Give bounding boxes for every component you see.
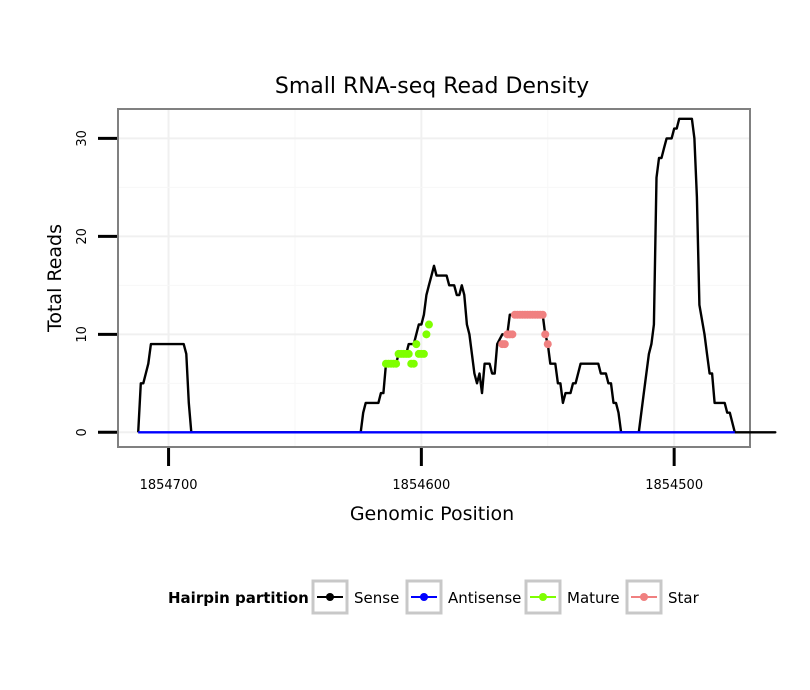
series-mature-point — [392, 359, 401, 368]
y-tick-label: 10 — [75, 326, 90, 343]
series-mature-point — [422, 330, 431, 339]
plot-panel-border — [117, 108, 751, 448]
x-tick-label: 1854500 — [645, 478, 703, 493]
legend-item-mature: Mature — [524, 579, 620, 615]
legend-item-star: Star — [625, 579, 700, 615]
series-star-point — [541, 330, 550, 339]
y-axis-title: Total Reads — [44, 224, 66, 333]
series-mature — [381, 320, 433, 368]
legend-key-dot — [326, 593, 334, 601]
series-sense-line — [137, 117, 777, 434]
legend-title: Hairpin partition — [168, 589, 309, 607]
x-axis-title: Genomic Position — [350, 503, 514, 525]
series — [137, 117, 777, 434]
series-star-point — [508, 330, 517, 339]
series-star-point — [500, 340, 509, 349]
legend-key-dot — [420, 593, 428, 601]
series-mature-point — [412, 340, 421, 349]
legend-label: Antisense — [448, 589, 521, 607]
series-star-point — [543, 340, 552, 349]
chart-title: Small RNA-seq Read Density — [275, 74, 589, 99]
legend-item-sense: Sense — [311, 579, 399, 615]
legend: Hairpin partition Sense Antisense Mature St… — [168, 579, 700, 615]
x-tick-label: 1854700 — [140, 478, 198, 493]
axes: 0 10 20 30 1854700 1854600 1854500 — [75, 130, 703, 493]
series-mature-point — [409, 359, 418, 368]
series-mature-point — [424, 320, 433, 329]
legend-label: Mature — [567, 589, 620, 607]
series-mature-point — [404, 349, 413, 358]
series-star-point — [538, 310, 547, 319]
series-mature-point — [419, 349, 428, 358]
y-tick-label: 20 — [75, 228, 90, 245]
legend-item-antisense: Antisense — [405, 579, 521, 615]
y-tick-label: 0 — [75, 428, 90, 436]
legend-label: Sense — [354, 589, 399, 607]
series-star — [498, 310, 552, 349]
x-tick-label: 1854600 — [392, 478, 450, 493]
legend-key-dot — [640, 593, 648, 601]
legend-label: Star — [668, 589, 700, 607]
legend-key-dot — [539, 593, 547, 601]
y-tick-label: 30 — [75, 130, 90, 147]
